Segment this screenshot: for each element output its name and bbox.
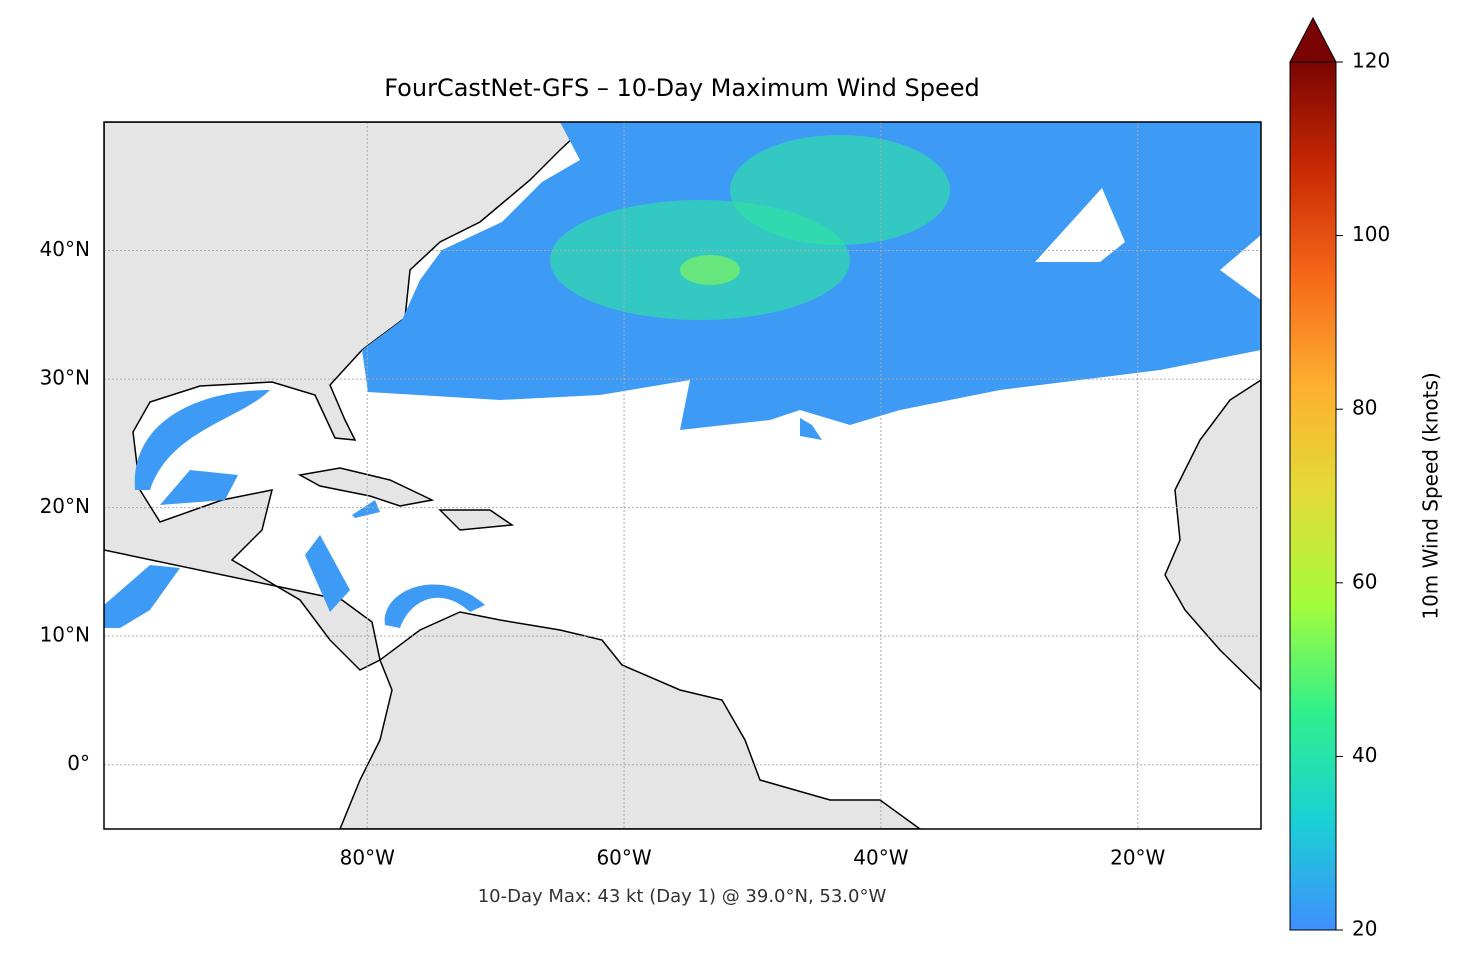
plot-frame (103, 121, 1262, 830)
y-tick-label: 10°N (40, 623, 90, 647)
y-tick-label: 40°N (40, 237, 90, 261)
colorbar-tick-label: 40 (1352, 743, 1377, 767)
land (339, 611, 922, 829)
colorbar-label: 10m Wind Speed (knots) (1419, 372, 1443, 619)
x-tick-label: 40°W (853, 846, 908, 870)
land (104, 122, 592, 671)
wind-high (680, 255, 740, 285)
wind-gap (1035, 188, 1125, 262)
colorbar-tick-label: 80 (1352, 396, 1377, 420)
colorbar-tick-label: 100 (1352, 222, 1390, 246)
wind-field (384, 584, 485, 628)
colorbar-tick-label: 60 (1352, 569, 1377, 593)
chart-title: FourCastNet-GFS – 10-Day Maximum Wind Sp… (384, 74, 980, 102)
wind-high (730, 135, 950, 245)
land (1164, 379, 1261, 692)
wind-field (352, 500, 380, 518)
colorbar (1289, 61, 1337, 931)
colorbar-tick-label: 120 (1352, 49, 1390, 73)
y-tick-label: 0° (67, 751, 90, 775)
wind-field (104, 565, 180, 628)
land (438, 509, 515, 531)
wind-field (160, 470, 238, 505)
land (297, 467, 435, 507)
annotation: 10-Day Max: 43 kt (Day 1) @ 39.0°N, 53.0… (478, 886, 887, 907)
colorbar-extend (1289, 16, 1337, 63)
map (104, 122, 1261, 829)
x-tick-label: 60°W (596, 846, 651, 870)
y-tick-label: 30°N (40, 366, 90, 390)
colorbar-tick-label: 20 (1352, 917, 1377, 941)
wind-field (134, 390, 270, 490)
y-tick-label: 20°N (40, 494, 90, 518)
x-tick-label: 80°W (340, 846, 395, 870)
x-tick-label: 20°W (1110, 846, 1165, 870)
wind-field (800, 418, 822, 440)
wind-field (305, 535, 350, 612)
